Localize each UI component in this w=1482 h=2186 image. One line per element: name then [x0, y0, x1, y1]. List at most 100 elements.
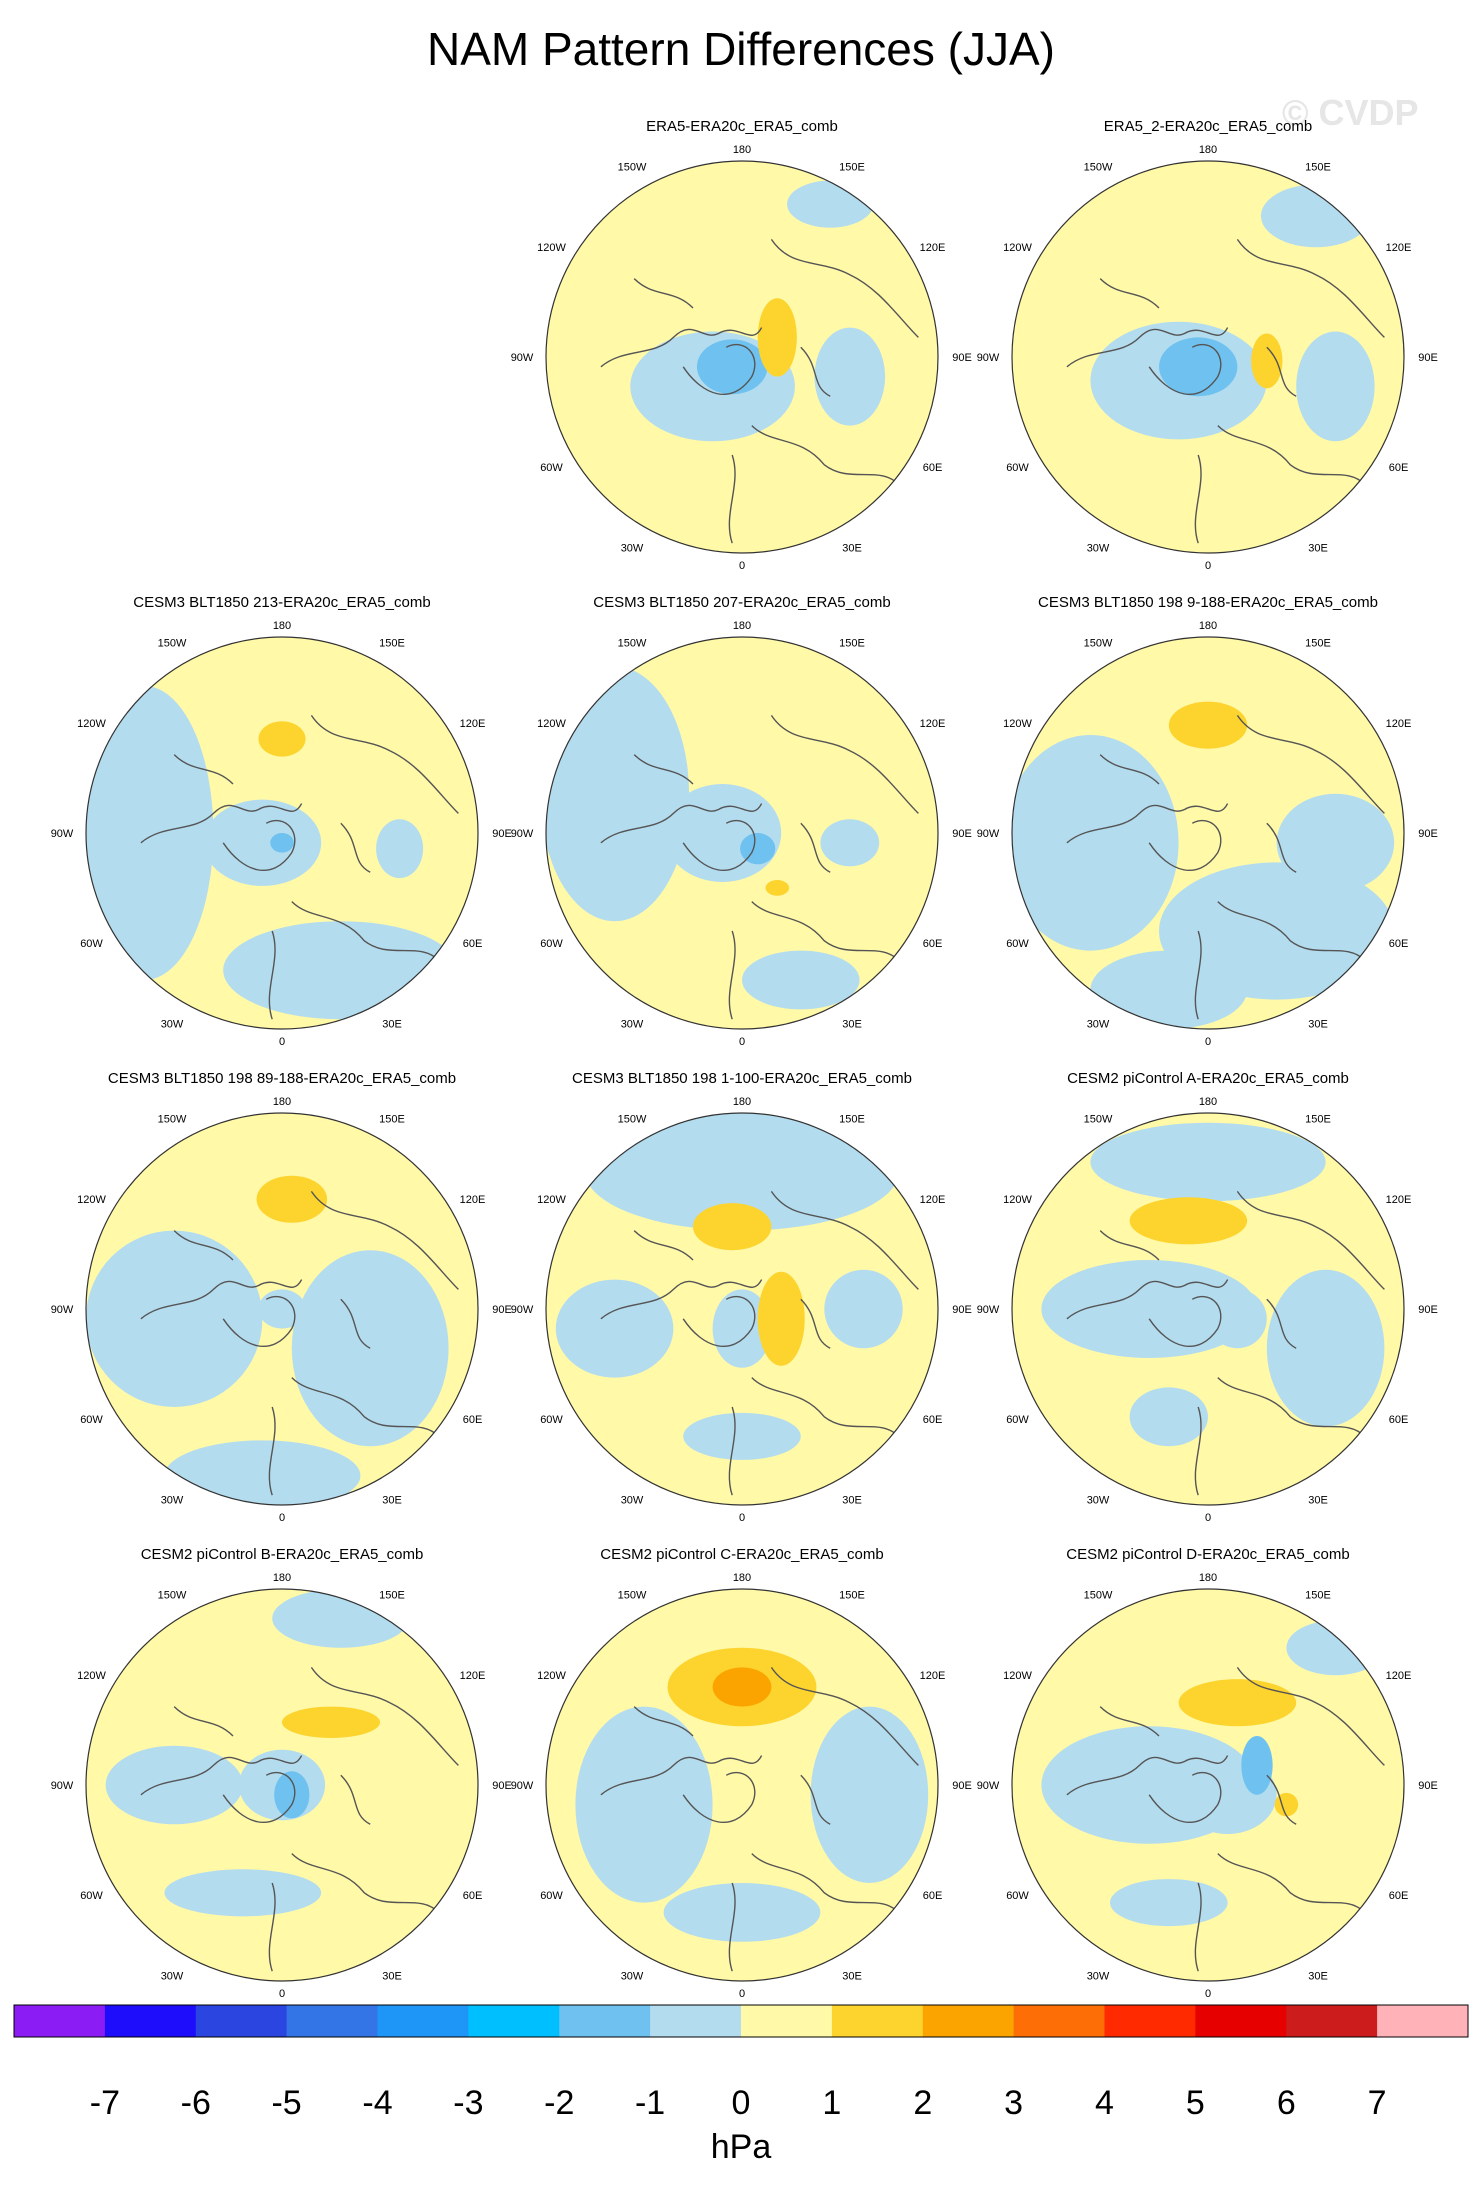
longitude-label: 0: [279, 1512, 285, 1524]
contour-region: [1296, 331, 1375, 442]
coastline: [1236, 1191, 1385, 1290]
panel-title-3: CESM3 BLT1850 207-ERA20c_ERA5_comb: [593, 594, 891, 611]
panel-title-5: CESM3 BLT1850 198 89-188-ERA20c_ERA5_com…: [107, 1070, 457, 1087]
longitude-label: 120W: [537, 718, 566, 730]
longitude-label: 120E: [920, 1194, 946, 1206]
coastline: [682, 1772, 756, 1823]
longitude-label: 180: [733, 1572, 751, 1584]
longitude-label: 90E: [952, 1304, 972, 1316]
contour-region: [1129, 1197, 1248, 1245]
colorbar-segment: [377, 2005, 469, 2037]
coastline: [310, 1667, 459, 1766]
longitude-label: 60W: [80, 1414, 103, 1426]
longitude-label: 30W: [621, 543, 644, 555]
longitude-label: 90E: [1418, 828, 1438, 840]
longitude-label: 0: [739, 560, 745, 572]
coastline: [1217, 1853, 1366, 1913]
contour-region: [274, 1771, 310, 1819]
longitude-label: 120W: [77, 718, 106, 730]
map-border: [85, 1112, 479, 1506]
colorbar-tick-label: 2: [913, 2084, 933, 2122]
longitude-label: 150E: [839, 162, 865, 174]
longitude-label: 120W: [537, 1194, 566, 1206]
contour-region: [1012, 735, 1179, 951]
coastline: [1194, 930, 1202, 1020]
contour-region: [1241, 1736, 1273, 1795]
longitude-label: 150W: [1084, 1114, 1113, 1126]
map-border: [1011, 636, 1405, 1030]
coastline: [222, 820, 296, 871]
longitude-label: 90W: [51, 828, 74, 840]
longitude-label: 90W: [51, 1780, 74, 1792]
map-border: [1011, 1588, 1405, 1982]
panel-title-9: CESM2 piControl C-ERA20c_ERA5_comb: [600, 1546, 884, 1563]
coastline: [600, 1755, 763, 1796]
panel-title-10: CESM2 piControl D-ERA20c_ERA5_comb: [1066, 1546, 1350, 1563]
coastline: [173, 1706, 234, 1737]
colorbar-tick-label: -3: [453, 2084, 484, 2122]
coastline: [800, 1298, 831, 1349]
coastline: [1266, 822, 1297, 873]
contour-region: [1090, 950, 1248, 1029]
longitude-label: 90E: [1418, 352, 1438, 364]
longitude-label: 0: [1205, 1512, 1211, 1524]
longitude-label: 30E: [842, 1971, 862, 1983]
contour-region: [86, 1230, 263, 1408]
longitude-label: 120E: [920, 242, 946, 254]
longitude-label: 90W: [511, 828, 534, 840]
contour-region: [765, 880, 790, 896]
polar-map-9: 180 150E 120E 90E 60E 30E 0 30W 60W 90W 120W 150W: [511, 1572, 972, 2000]
contour-region: [712, 1289, 772, 1368]
coastline: [770, 1667, 919, 1766]
longitude-label: 120W: [537, 242, 566, 254]
longitude-label: 30W: [621, 1019, 644, 1031]
contour-region: [258, 721, 306, 757]
longitude-label: 120W: [77, 1670, 106, 1682]
longitude-label: 30W: [621, 1971, 644, 1983]
coastline: [1217, 901, 1366, 961]
coastline: [340, 1774, 371, 1825]
longitude-label: 120W: [77, 1194, 106, 1206]
longitude-label: 120E: [920, 718, 946, 730]
coastline: [633, 754, 694, 785]
longitude-label: 30E: [842, 1495, 862, 1507]
panel-title-7: CESM2 piControl A-ERA20c_ERA5_comb: [1067, 1070, 1349, 1087]
coastline: [1266, 346, 1297, 397]
longitude-label: 150W: [1084, 1590, 1113, 1602]
coastline: [268, 930, 276, 1020]
map-border: [1011, 1112, 1405, 1506]
longitude-label: 0: [1205, 1988, 1211, 2000]
longitude-label: 60W: [1006, 1414, 1029, 1426]
longitude-label: 90E: [492, 1304, 512, 1316]
longitude-label: 0: [279, 1988, 285, 2000]
longitude-label: 120W: [1003, 1670, 1032, 1682]
polar-map-8: 180 150E 120E 90E 60E 30E 0 30W 60W 90W 120W 150W: [51, 1572, 512, 2000]
longitude-label: 180: [273, 1096, 291, 1108]
coastline: [291, 1853, 440, 1913]
coastline: [728, 930, 736, 1020]
longitude-label: 60E: [923, 938, 943, 950]
longitude-label: 150W: [158, 1590, 187, 1602]
map-border: [545, 160, 939, 554]
coastline: [1148, 820, 1222, 871]
coastline: [1236, 1667, 1385, 1766]
longitude-label: 30W: [1087, 1495, 1110, 1507]
longitude-label: 150E: [1305, 1590, 1331, 1602]
coastline: [800, 346, 831, 397]
longitude-label: 150W: [618, 162, 647, 174]
colorbar-segment: [1377, 2005, 1469, 2037]
longitude-label: 30W: [1087, 1971, 1110, 1983]
longitude-label: 180: [1199, 144, 1217, 156]
figure-title: NAM Pattern Differences (JJA): [426, 23, 1055, 75]
contour-region: [712, 1667, 772, 1707]
longitude-label: 150E: [379, 638, 405, 650]
cvdp-watermark: © CVDP: [1282, 92, 1419, 133]
colorbar-tick-label: -1: [634, 2084, 666, 2122]
colorbar-tick-label: -7: [89, 2084, 120, 2122]
coastline: [340, 822, 371, 873]
longitude-label: 90E: [1418, 1304, 1438, 1316]
longitude-label: 180: [273, 1572, 291, 1584]
longitude-label: 30E: [842, 543, 862, 555]
longitude-label: 90E: [952, 828, 972, 840]
coastline: [1217, 1377, 1366, 1437]
